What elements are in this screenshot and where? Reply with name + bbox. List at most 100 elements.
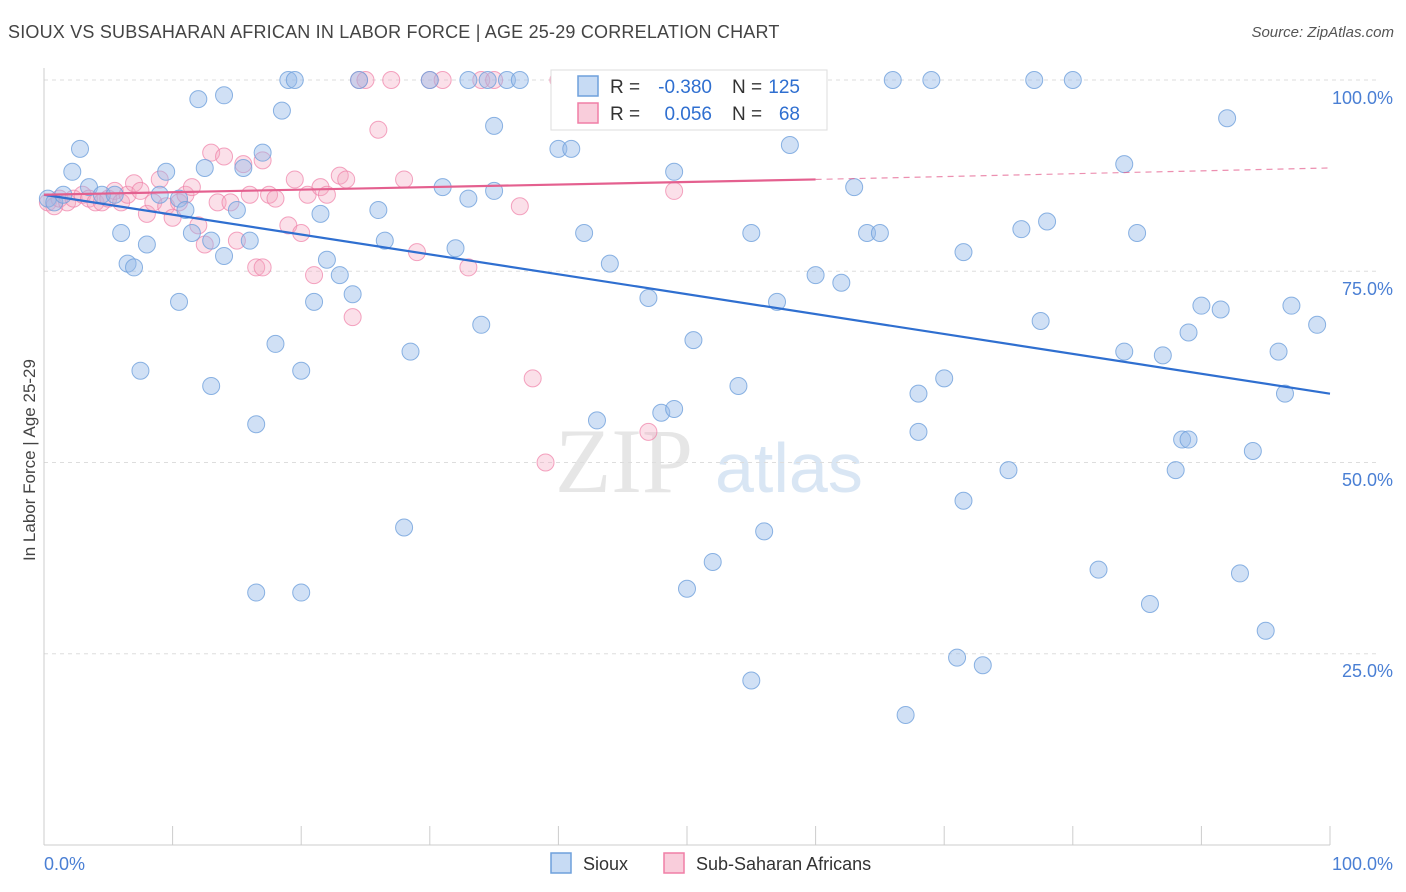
sioux-point-61 [587,411,606,430]
sioux-point-85 [909,422,928,441]
sioux-point-66 [665,162,684,181]
legend-swatch-sioux [577,75,599,97]
sioux-point-112 [1243,442,1262,461]
sioux-point-29 [247,583,266,602]
african-point-17 [150,170,169,189]
sioux-point-116 [1282,296,1301,315]
sioux-point-103 [1153,346,1172,365]
sioux-point-78 [832,273,851,292]
sioux-point-30 [253,143,272,162]
legend-box: R = -0.380 N = 125 R = 0.056 N = 68 [550,69,828,131]
african-point-59 [523,369,542,388]
sioux-point-114 [1269,342,1288,361]
sioux-points [38,71,1327,724]
y-tick-label-50: 50.0% [1342,470,1393,490]
sioux-point-83 [896,705,915,724]
legend-r-value-african: 0.056 [664,104,712,125]
sioux-point-62 [600,254,619,273]
sioux-point-32 [272,101,291,120]
african-point-34 [253,258,272,277]
sioux-point-81 [870,224,889,242]
african-point-41 [305,266,324,285]
african-point-14 [131,181,150,200]
sioux-point-8 [112,224,131,242]
sioux-point-22 [202,377,221,395]
sioux-point-82 [883,71,902,89]
sioux-point-91 [973,656,992,675]
legend-r-label-sioux: R = [610,77,640,98]
sioux-point-33 [279,71,298,89]
sioux-point-3 [63,162,82,181]
african-trend-line [43,178,816,196]
sioux-point-60 [575,224,594,242]
african-point-13 [125,174,144,193]
sioux-point-31 [266,334,285,353]
sioux-point-24 [215,246,234,265]
sioux-point-51 [459,71,478,89]
african-point-64 [665,181,684,200]
african-point-29 [227,231,246,250]
sioux-point-45 [395,518,414,537]
sioux-point-101 [1128,224,1147,242]
y-tick-label-75: 75.0% [1342,279,1393,299]
trend-lines [43,167,1331,395]
sioux-point-15 [170,189,189,208]
sioux-point-26 [234,158,253,177]
sioux-point-75 [780,136,799,155]
african-point-56 [472,71,491,89]
sioux-point-10 [125,258,144,277]
sioux-point-53 [478,71,497,89]
sioux-point-43 [369,201,388,220]
sioux-point-65 [665,399,684,418]
sioux-point-69 [703,552,722,571]
sioux-point-92 [999,461,1018,480]
african-point-55 [459,258,478,277]
sioux-point-63 [639,289,658,308]
legend-n-label-african: N = [732,104,762,125]
bottom-legend-label-african: Sub-Saharan Africans [696,854,871,874]
african-point-32 [247,258,266,277]
legend-r-value-sioux: -0.380 [658,77,712,98]
sioux-point-58 [549,139,568,158]
sioux-point-19 [189,90,208,109]
legend-r-label-african: R = [610,104,640,125]
watermark-zip: ZIP [555,410,693,512]
y-axis-label: In Labor Force | Age 25-29 [20,359,39,561]
bottom-legend-swatch-sioux [550,852,572,874]
sioux-point-104 [1166,461,1185,480]
sioux-point-16 [170,292,189,311]
sioux-point-7 [105,185,124,204]
sioux-point-41 [343,285,362,304]
sioux-point-95 [1031,311,1050,330]
african-point-42 [311,178,330,197]
sioux-point-14 [157,162,176,181]
sioux-point-89 [954,491,973,510]
sioux-point-47 [420,71,439,89]
sioux-point-105 [1173,430,1192,449]
source-label: Source: ZipAtlas.com [1251,24,1394,41]
african-point-33 [253,151,272,170]
african-point-38 [285,170,304,189]
african-trend-extension [815,167,1331,181]
sioux-point-84 [909,384,928,403]
sioux-point-77 [806,266,825,285]
sioux-point-56 [497,71,516,89]
african-point-26 [208,193,227,212]
sioux-point-67 [678,579,696,598]
sioux-point-100 [1115,155,1134,174]
chart-title: SIOUX VS SUBSAHARAN AFRICAN IN LABOR FOR… [8,22,780,42]
sioux-point-20 [195,158,214,177]
sioux-point-39 [317,250,336,269]
sioux-point-18 [182,224,201,242]
african-point-23 [189,216,208,235]
african-point-63 [639,422,658,441]
african-point-50 [382,71,401,89]
bottom-legend-label-sioux: Sioux [583,854,628,874]
sioux-point-72 [742,224,761,242]
sioux-point-25 [227,201,246,220]
african-point-28 [221,193,240,212]
sioux-point-107 [1179,323,1198,342]
sioux-trend-line [43,193,1331,395]
african-point-49 [369,120,388,139]
